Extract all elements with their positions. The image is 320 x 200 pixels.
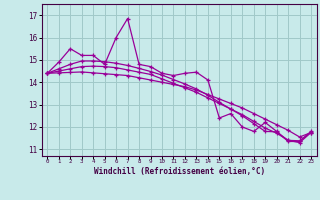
X-axis label: Windchill (Refroidissement éolien,°C): Windchill (Refroidissement éolien,°C) bbox=[94, 167, 265, 176]
